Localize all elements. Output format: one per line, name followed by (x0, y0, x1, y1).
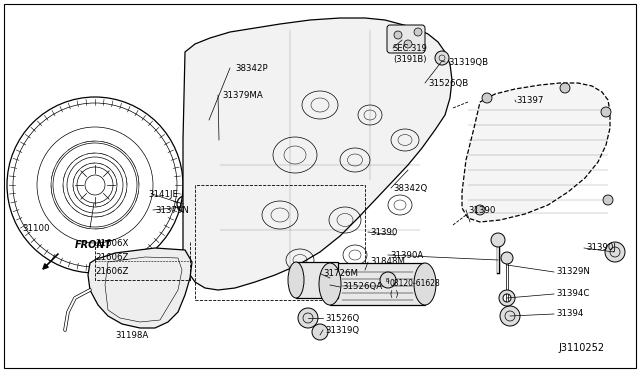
Text: 31390A: 31390A (390, 250, 423, 260)
Bar (195, 185, 365, 300)
Text: 31394C: 31394C (556, 289, 589, 298)
Circle shape (560, 83, 570, 93)
Ellipse shape (319, 263, 341, 305)
Text: 21606X: 21606X (95, 240, 129, 248)
Text: 31379N: 31379N (155, 205, 189, 215)
Text: ( ): ( ) (390, 289, 398, 298)
Bar (330, 263, 425, 305)
Circle shape (491, 233, 505, 247)
Text: 31397: 31397 (516, 96, 543, 105)
Text: 3141JE: 3141JE (148, 189, 178, 199)
Text: 31100: 31100 (22, 224, 49, 232)
Text: B: B (385, 278, 389, 282)
Text: 31329N: 31329N (556, 267, 590, 276)
Text: 31379MA: 31379MA (222, 90, 263, 99)
Circle shape (404, 40, 412, 48)
Ellipse shape (414, 263, 436, 305)
Circle shape (605, 242, 625, 262)
Circle shape (475, 205, 485, 215)
FancyBboxPatch shape (387, 25, 425, 53)
Circle shape (435, 51, 449, 65)
Bar (296, 262, 338, 298)
Text: 31390: 31390 (370, 228, 397, 237)
Polygon shape (88, 248, 192, 328)
Text: 31526Q: 31526Q (325, 314, 359, 323)
Text: FRONT: FRONT (75, 240, 112, 250)
Circle shape (298, 308, 318, 328)
Text: 08120-61628: 08120-61628 (390, 279, 441, 288)
Text: 38342P: 38342P (235, 64, 268, 73)
Text: 31526QB: 31526QB (428, 78, 468, 87)
Text: 31390: 31390 (468, 205, 495, 215)
Text: 21606Z: 21606Z (95, 267, 129, 276)
Text: 38342Q: 38342Q (393, 183, 428, 192)
Polygon shape (183, 18, 452, 290)
Circle shape (414, 28, 422, 36)
Ellipse shape (288, 262, 304, 298)
Text: 31390J: 31390J (586, 244, 616, 253)
Text: 21606Z: 21606Z (95, 253, 129, 263)
Text: 31394: 31394 (556, 310, 584, 318)
Text: 31198A: 31198A (115, 331, 148, 340)
Circle shape (500, 306, 520, 326)
Text: 31319Q: 31319Q (325, 326, 359, 334)
Text: 31319QB: 31319QB (448, 58, 488, 67)
Text: J3110252: J3110252 (558, 343, 604, 353)
Circle shape (601, 107, 611, 117)
Circle shape (603, 195, 613, 205)
Circle shape (394, 31, 402, 39)
Text: SEC.319: SEC.319 (393, 44, 428, 52)
Circle shape (380, 272, 396, 288)
Text: 31848M: 31848M (370, 257, 405, 266)
Text: 31726M: 31726M (323, 269, 358, 279)
Text: 31526QA: 31526QA (342, 282, 382, 292)
Polygon shape (462, 83, 610, 222)
Circle shape (482, 93, 492, 103)
Text: (3191B): (3191B) (393, 55, 426, 64)
Circle shape (501, 252, 513, 264)
Circle shape (312, 324, 328, 340)
